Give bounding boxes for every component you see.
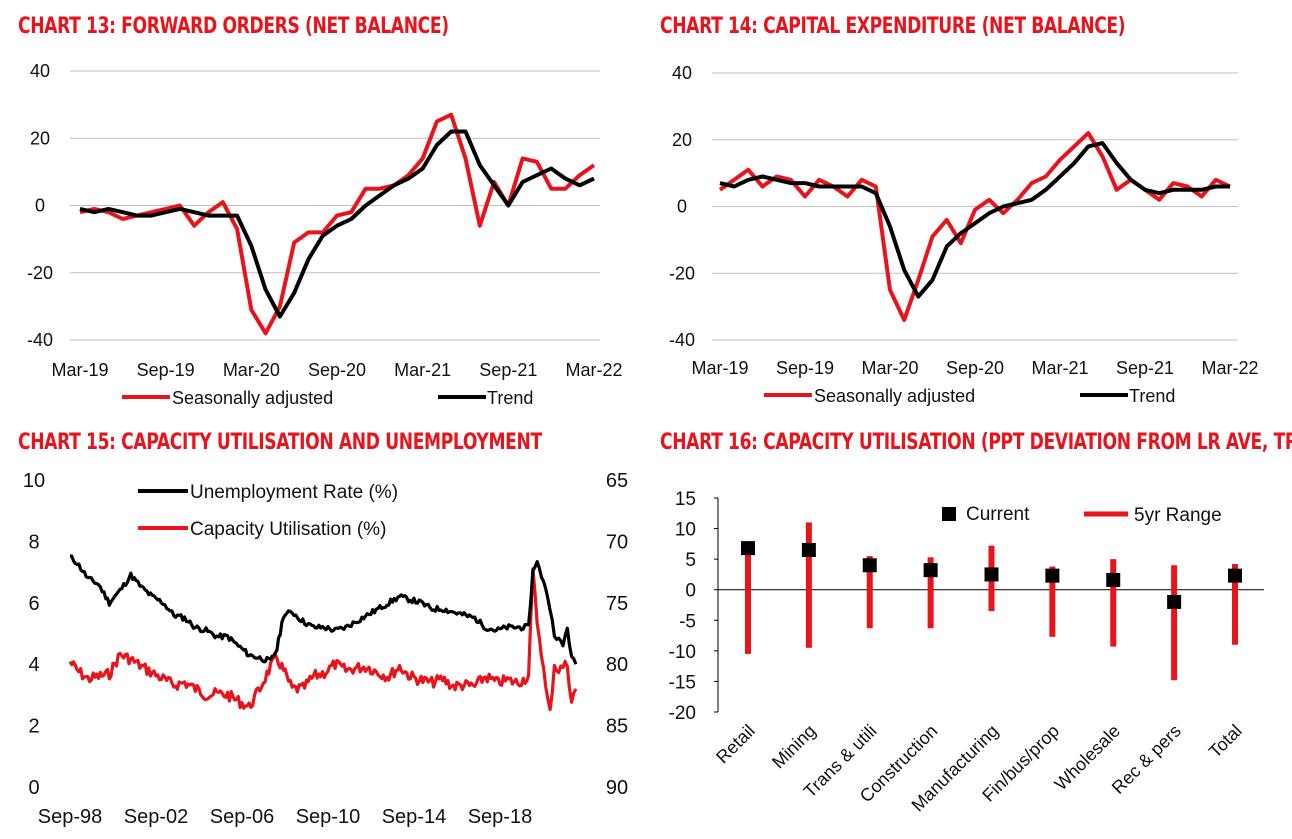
y-tick-label: 0 bbox=[35, 196, 45, 216]
x-tick-label: Mar-19 bbox=[691, 358, 748, 378]
chart-15-panel: CHART 15: CAPACITY UTILISATION AND UNEMP… bbox=[0, 420, 646, 839]
chart-16-panel: CHART 16: CAPACITY UTILISATION (PPT DEVI… bbox=[646, 420, 1292, 839]
left-y-tick-label: 8 bbox=[28, 531, 39, 553]
chart-16-title: CHART 16: CAPACITY UTILISATION (PPT DEVI… bbox=[660, 430, 1292, 455]
x-tick-label: Mar-22 bbox=[1201, 358, 1258, 378]
y-tick-label: 15 bbox=[675, 489, 696, 510]
x-tick-label: Sep-21 bbox=[479, 360, 537, 380]
current-marker-trans-utili bbox=[862, 558, 877, 573]
x-tick-label: Sep-98 bbox=[38, 806, 103, 828]
x-tick-label: Sep-10 bbox=[296, 806, 361, 828]
series-line-capacity-utilisation bbox=[68, 567, 578, 712]
x-tick-label: Sep-19 bbox=[137, 360, 195, 380]
y-tick-label: 5 bbox=[685, 550, 696, 571]
x-tick-label: Sep-18 bbox=[468, 806, 533, 828]
x-tick-label: Sep-21 bbox=[1116, 358, 1174, 378]
legend-label-seasonally-adjusted: Seasonally adjusted bbox=[172, 388, 333, 408]
chart-15: 10 8 6 4 2 0 65 70 75 80 85 90 Sep-98 Sep-02 Sep-06 Sep… bbox=[23, 470, 628, 828]
x-tick-label: Mar-20 bbox=[861, 358, 918, 378]
current-marker-construction bbox=[923, 563, 938, 578]
chart-13: 40 20 0 -20 -40 Mar-19 Sep-19 Mar-20 Sep-20 Mar-2… bbox=[27, 61, 623, 408]
y-tick-label: -5 bbox=[679, 611, 696, 632]
y-tick-label: -10 bbox=[669, 642, 696, 663]
right-y-tick-label: 85 bbox=[606, 716, 628, 738]
left-y-tick-label: 4 bbox=[28, 654, 39, 676]
range-bar-fin-bus-prop bbox=[1049, 566, 1056, 637]
chart-14: 40 20 0 -20 -40 Mar-19 Sep-19 Mar-20 Sep-20 Mar-2… bbox=[669, 63, 1259, 406]
range-bar-wholesale bbox=[1110, 559, 1117, 647]
left-y-tick-label: 10 bbox=[23, 470, 45, 492]
current-marker-fin-bus-prop bbox=[1045, 568, 1060, 583]
y-tick-label: 0 bbox=[685, 581, 696, 602]
legend-label-5yr-range: 5yr Range bbox=[1134, 505, 1222, 526]
current-marker-mining bbox=[801, 542, 816, 557]
category-label: Mining bbox=[768, 721, 820, 773]
legend-label-trend: Trend bbox=[1129, 386, 1175, 406]
chart-14-title: CHART 14: CAPITAL EXPENDITURE (NET BALAN… bbox=[660, 14, 1126, 39]
right-y-tick-label: 90 bbox=[606, 777, 628, 799]
current-marker-wholesale bbox=[1106, 572, 1121, 587]
x-tick-label: Sep-19 bbox=[776, 358, 834, 378]
chart-15-title: CHART 15: CAPACITY UTILISATION AND UNEMP… bbox=[18, 430, 542, 455]
series-line-seasonally-adjusted bbox=[718, 131, 1231, 322]
range-bar-rec-pers bbox=[1171, 565, 1178, 681]
legend-label-trend: Trend bbox=[487, 388, 533, 408]
x-tick-label: Sep-02 bbox=[124, 806, 189, 828]
category-label: Total bbox=[1205, 721, 1246, 762]
current-marker-manufacturing bbox=[984, 567, 999, 582]
x-tick-label: Mar-22 bbox=[565, 360, 622, 380]
chart-14-panel: CHART 14: CAPITAL EXPENDITURE (NET BALAN… bbox=[646, 0, 1292, 420]
y-tick-label: 10 bbox=[675, 520, 696, 541]
legend-label-seasonally-adjusted: Seasonally adjusted bbox=[814, 386, 975, 406]
x-tick-label: Mar-19 bbox=[51, 360, 108, 380]
right-y-tick-label: 75 bbox=[606, 593, 628, 615]
y-tick-label: 20 bbox=[672, 130, 692, 150]
y-tick-label: -40 bbox=[669, 330, 695, 350]
y-tick-label: -20 bbox=[669, 263, 695, 283]
legend-label-unemployment: Unemployment Rate (%) bbox=[190, 482, 398, 503]
range-bar-trans-utili bbox=[866, 556, 873, 629]
series-line-trend bbox=[79, 129, 595, 319]
x-tick-label: Sep-20 bbox=[946, 358, 1004, 378]
right-y-tick-label: 70 bbox=[606, 531, 628, 553]
series-line-unemployment-rate bbox=[69, 554, 578, 665]
legend-swatch-current bbox=[942, 507, 956, 521]
y-tick-label: 40 bbox=[30, 61, 50, 81]
chart-13-panel: CHART 13: FORWARD ORDERS (NET BALANCE) 4… bbox=[0, 0, 646, 420]
right-y-tick-label: 65 bbox=[606, 470, 628, 492]
x-tick-label: Mar-21 bbox=[1031, 358, 1088, 378]
left-y-tick-label: 6 bbox=[28, 593, 39, 615]
right-y-tick-label: 80 bbox=[606, 654, 628, 676]
range-bar-construction bbox=[927, 557, 934, 629]
chart-13-title: CHART 13: FORWARD ORDERS (NET BALANCE) bbox=[18, 14, 449, 39]
y-tick-label: -20 bbox=[669, 703, 696, 724]
y-tick-label: 0 bbox=[677, 197, 687, 217]
x-tick-label: Mar-21 bbox=[394, 360, 451, 380]
y-tick-label: -40 bbox=[27, 330, 53, 350]
x-tick-label: Mar-20 bbox=[223, 360, 280, 380]
current-marker-total bbox=[1228, 568, 1242, 583]
y-tick-label: -15 bbox=[669, 672, 696, 693]
y-tick-label: 20 bbox=[30, 128, 50, 148]
current-marker-rec-pers bbox=[1167, 594, 1182, 609]
y-tick-label: -20 bbox=[27, 263, 53, 283]
x-tick-label: Sep-06 bbox=[210, 806, 275, 828]
x-tick-label: Sep-20 bbox=[308, 360, 366, 380]
range-bar-total bbox=[1232, 564, 1238, 645]
current-marker-retail bbox=[741, 541, 755, 556]
x-tick-label: Sep-14 bbox=[382, 806, 447, 828]
left-y-tick-label: 2 bbox=[28, 716, 39, 738]
legend-label-current: Current bbox=[966, 504, 1030, 525]
category-label: Retail bbox=[712, 721, 759, 768]
series-line-trend bbox=[719, 141, 1230, 299]
legend-label-capacity-utilisation: Capacity Utilisation (%) bbox=[190, 519, 386, 540]
y-tick-label: 40 bbox=[672, 63, 692, 83]
left-y-tick-label: 0 bbox=[28, 777, 39, 799]
range-bar-retail bbox=[745, 549, 751, 654]
range-bar-mining bbox=[805, 522, 812, 648]
